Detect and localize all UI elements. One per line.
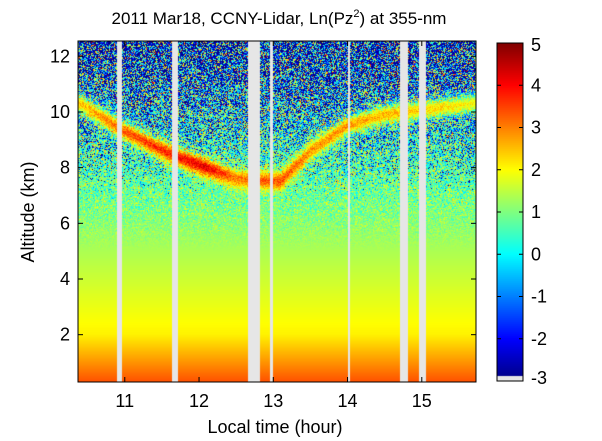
chart-title-prefix: 2011 Mar18, CCNY-Lidar, Ln(Pz — [112, 9, 354, 28]
x-axis: 11 12 13 14 15 — [115, 41, 432, 411]
y-axis: 2 4 6 8 10 12 — [50, 46, 476, 345]
colorbar-tick-label: 2 — [531, 160, 541, 180]
x-tick-label: 14 — [338, 391, 358, 411]
y-axis-label: Altitude (km) — [18, 161, 38, 262]
colorbar-tick-label: -3 — [531, 368, 547, 388]
x-tick-label: 15 — [412, 391, 432, 411]
colorbar-tick-label: 1 — [531, 202, 541, 222]
colorbar-tick-label: 0 — [531, 244, 541, 264]
x-axis-label: Local time (hour) — [207, 417, 342, 437]
y-tick-label: 10 — [50, 102, 70, 122]
chart-title-superscript: 2 — [353, 8, 359, 20]
y-tick-label: 8 — [60, 158, 70, 178]
chart-title: 2011 Mar18, CCNY-Lidar, Ln(Pz2) at 355-n… — [112, 8, 447, 28]
colorbar-tick-label: 4 — [531, 75, 541, 95]
y-tick-label: 4 — [60, 269, 70, 289]
y-tick-label: 2 — [60, 325, 70, 345]
colorbar-gradient — [497, 43, 523, 381]
plot-frame — [77, 40, 477, 383]
x-tick-label: 13 — [263, 391, 283, 411]
colorbar-tick-label: 5 — [531, 35, 541, 55]
x-tick-label: 11 — [115, 391, 134, 411]
plot-area — [77, 40, 477, 383]
chart-title-suffix: ) at 355-nm — [360, 9, 447, 28]
y-tick-label: 12 — [50, 46, 70, 66]
colorbar-ticks: -3 -2 -1 0 1 2 3 4 5 — [497, 35, 547, 388]
y-tick-label: 6 — [60, 213, 70, 233]
x-tick-label: 12 — [189, 391, 209, 411]
colorbar: -3 -2 -1 0 1 2 3 4 5 — [496, 35, 547, 388]
colorbar-tick-label: 3 — [531, 118, 541, 138]
heatmap-canvas — [78, 41, 476, 382]
colorbar-tick-label: -1 — [531, 287, 547, 307]
colorbar-tick-label: -2 — [531, 329, 547, 349]
